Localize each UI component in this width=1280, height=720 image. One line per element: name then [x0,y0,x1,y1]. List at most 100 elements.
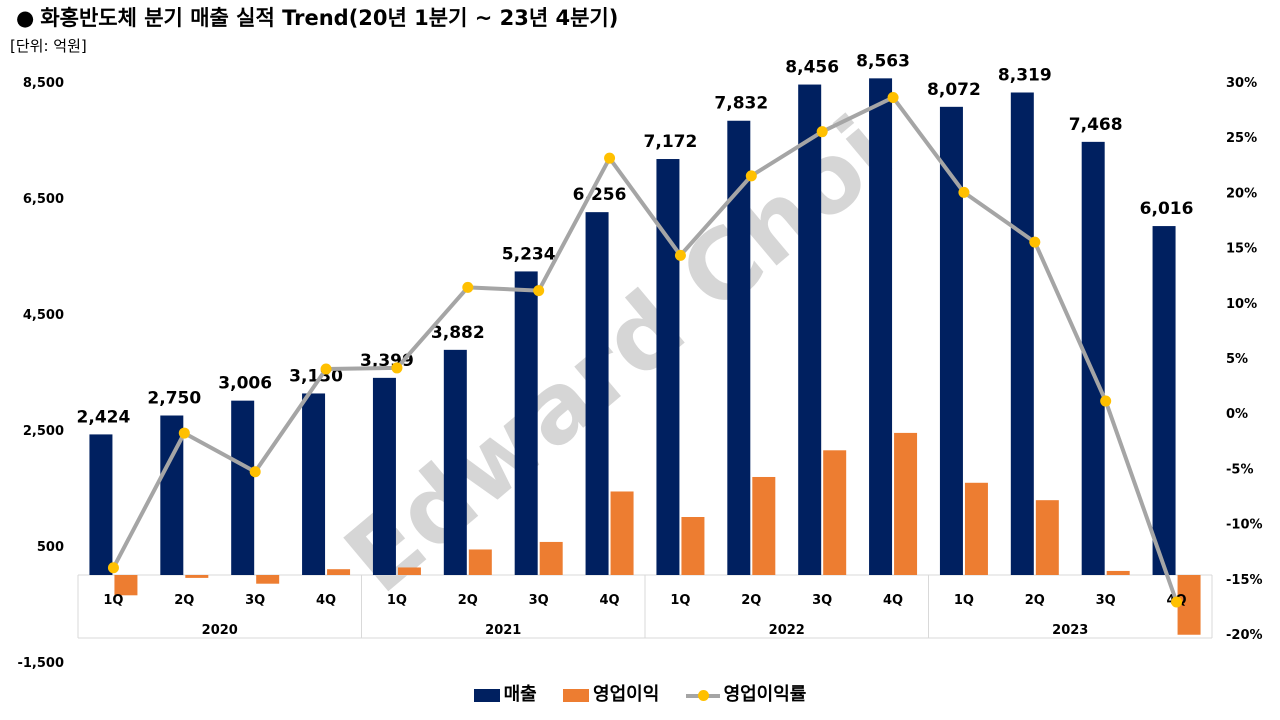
margin-point [604,152,616,164]
quarter-tick-label: 1Q [670,593,690,608]
margin-point [1029,236,1041,248]
sales-data-label: 3,882 [431,323,485,343]
y-left-tick-label: 6,500 [23,192,64,207]
quarter-tick-label: 4Q [883,593,903,608]
legend-item-margin[interactable]: 영업이익률 [685,680,807,706]
legend-item-op-income[interactable]: 영업이익 [563,680,659,706]
y-left-tick-label: 500 [37,540,64,555]
y-right-tick-label: 5% [1226,352,1248,367]
y-right-tick-label: -10% [1226,518,1263,533]
legend-item-sales[interactable]: 매출 [473,680,537,706]
op-income-bar [114,575,138,596]
sales-bar [372,377,396,575]
quarter-tick-label: 2Q [741,593,761,608]
margin-point [958,186,970,198]
quarter-tick-label: 1Q [954,593,974,608]
sales-data-label: 2,750 [147,389,201,409]
sales-bar [302,393,326,575]
op-income-bar [752,476,776,575]
margin-point [391,362,403,374]
quarter-tick-label: 3Q [529,593,549,608]
legend-label-op-income: 영업이익 [593,684,660,705]
legend: 매출 영업이익 영업이익률 [0,680,1280,706]
margin-point [249,466,261,478]
sales-bar [585,212,609,576]
margin-point [674,249,686,261]
legend-label-sales: 매출 [503,684,537,705]
op-income-bar [1177,575,1201,635]
y-right-tick-label: 20% [1226,186,1257,201]
sales-data-label: 7,468 [1069,115,1123,135]
y-right-tick-label: -15% [1226,573,1263,588]
chart-title: ● 화홍반도체 분기 매출 실적 Trend(20년 1분기 ~ 23년 4분기) [16,2,618,32]
op-income-bar [256,575,280,584]
quarter-tick-label: 1Q [387,593,407,608]
quarter-tick-label: 3Q [812,593,832,608]
sales-data-label: 6,256 [573,185,627,205]
quarter-tick-label: 2Q [174,593,194,608]
quarter-tick-label: 3Q [245,593,265,608]
y-left-tick-label: -1,500 [17,656,64,671]
quarter-tick-label: 3Q [1096,593,1116,608]
sales-bar [798,84,822,575]
y-left-tick-label: 2,500 [23,424,64,439]
unit-label: [단위: 억원] [10,37,87,55]
y-right-tick-label: -20% [1226,628,1263,643]
op-income-bar [539,541,563,575]
sales-data-label: 6,016 [1140,199,1194,219]
year-tick-label: 2021 [485,623,521,638]
sales-data-label: 8,319 [998,65,1052,85]
bullet-icon: ● [16,6,35,30]
margin-point [462,281,474,293]
y-left-tick-label: 8,500 [23,76,64,91]
sales-data-label: 8,072 [927,80,981,100]
margin-point [887,91,899,103]
op-income-bar [610,491,634,575]
op-income-bar [1035,500,1059,575]
y-right-tick-label: 30% [1226,76,1257,91]
year-tick-label: 2023 [1052,623,1088,638]
y-right-tick-label: 15% [1226,242,1257,257]
legend-swatch-op-income [563,688,590,702]
op-income-bar [681,517,705,575]
y-left-tick-label: 4,500 [23,308,64,323]
op-income-bar [468,549,492,575]
y-right-tick-label: 10% [1226,297,1257,312]
sales-bar [443,349,467,575]
year-tick-label: 2022 [769,623,805,638]
y-right-tick-label: 25% [1226,131,1257,146]
op-income-bar [327,569,351,575]
margin-point [816,126,828,138]
legend-swatch-margin [685,689,720,702]
sales-bar [656,159,680,576]
op-income-bar [823,450,847,575]
sales-bar [231,400,255,575]
year-tick-label: 2020 [202,623,238,638]
legend-label-margin: 영업이익률 [723,684,807,705]
y-right-tick-label: -5% [1226,462,1253,477]
sales-bar [727,120,751,575]
margin-point [178,427,190,439]
legend-swatch-sales [473,688,500,702]
sales-bar [1010,92,1034,576]
sales-bar [1081,141,1105,575]
quarter-tick-label: 4Q [316,593,336,608]
margin-point [1100,395,1112,407]
quarter-tick-label: 2Q [458,593,478,608]
quarter-tick-label: 2Q [1025,593,1045,608]
sales-bar [869,78,893,575]
sales-data-label: 7,832 [714,94,768,114]
sales-data-label: 8,456 [785,58,839,78]
op-income-bar [964,482,988,575]
y-right-tick-label: 0% [1226,407,1248,422]
op-income-bar [1106,570,1130,575]
margin-point [1171,596,1183,608]
margin-point [533,285,545,297]
chart-title-text: 화홍반도체 분기 매출 실적 Trend(20년 1분기 ~ 23년 4분기) [40,6,619,30]
margin-point [107,562,119,574]
sales-bar [160,415,184,575]
op-income-bar [894,432,918,575]
sales-bar [1152,226,1176,575]
quarter-tick-label: 4Q [600,593,620,608]
